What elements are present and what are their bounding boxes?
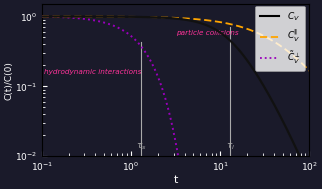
Text: $\tau_l$: $\tau_l$ — [226, 141, 235, 152]
Text: hydrodynamic interactions: hydrodynamic interactions — [44, 69, 141, 75]
Y-axis label: C(t)/C(0): C(t)/C(0) — [4, 61, 13, 100]
Text: $\tau_s$: $\tau_s$ — [136, 141, 147, 152]
X-axis label: t: t — [173, 175, 178, 185]
Text: particle collisions: particle collisions — [176, 29, 239, 36]
Legend: $C_V$, $C_V^{\|}$, $\tilde{C}_V^{\perp}$: $C_V$, $C_V^{\|}$, $\tilde{C}_V^{\perp}$ — [255, 6, 305, 71]
